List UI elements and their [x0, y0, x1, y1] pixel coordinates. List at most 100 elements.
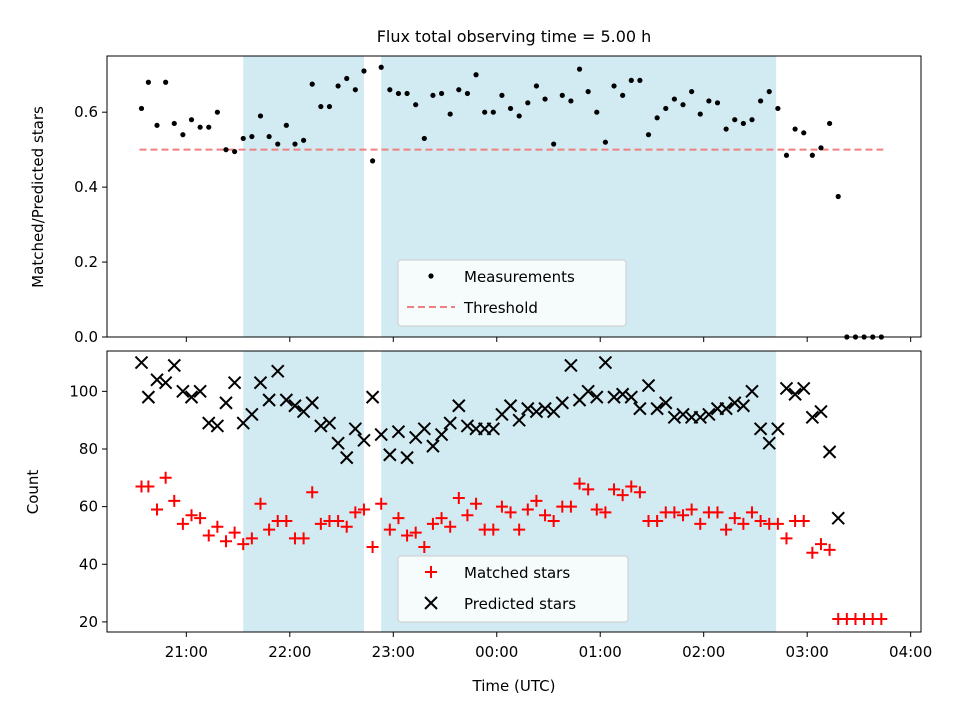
predicted-star-point	[650, 401, 664, 416]
measurement-point	[740, 120, 746, 127]
measurement-point	[594, 109, 600, 115]
matched-star-point	[754, 515, 767, 528]
matched-star-point	[383, 523, 396, 536]
measurement-point	[516, 113, 522, 119]
matched-star-point	[573, 477, 586, 490]
predicted-star-point	[512, 413, 526, 427]
measurement-point	[447, 111, 453, 117]
measurement-point	[232, 148, 238, 155]
matched-star-point	[357, 503, 370, 516]
predicted-star-point	[279, 393, 294, 407]
matched-star-point	[159, 471, 172, 484]
predicted-star-point	[134, 355, 149, 370]
measurement-point	[792, 126, 798, 132]
matched-star-point	[228, 526, 241, 539]
matched-star-point	[521, 503, 534, 516]
measurement-point	[671, 96, 677, 102]
bottom-legend-box	[397, 555, 629, 623]
measurement-point	[654, 115, 660, 121]
predicted-star-point	[253, 375, 268, 390]
bottom-legend: Matched stars Predicted stars	[397, 555, 629, 623]
measurement-point	[154, 122, 160, 128]
measurement-point	[206, 124, 212, 130]
matched-star-point	[487, 523, 500, 536]
matched-star-point	[219, 535, 232, 548]
measurement-point	[456, 87, 462, 93]
predicted-star-point	[676, 407, 690, 422]
predicted-star-point	[538, 401, 552, 416]
legend-predicted-label: Predicted stars	[464, 595, 576, 613]
measurement-point	[473, 72, 479, 78]
shaded-interval	[243, 56, 364, 337]
measurement-point	[732, 117, 738, 123]
matched-star-point	[685, 503, 698, 516]
matched-star-point	[306, 486, 319, 499]
matched-star-point	[314, 517, 327, 530]
matched-star-point	[547, 515, 560, 528]
predicted-star-point	[365, 390, 380, 404]
measurement-point	[188, 117, 195, 123]
measurement-point	[369, 158, 376, 164]
measurement-point	[826, 120, 833, 127]
y-tick-label: 0.4	[74, 178, 98, 196]
predicted-star-point	[271, 364, 285, 378]
predicted-star-point	[702, 407, 716, 422]
predicted-star-point	[150, 373, 164, 387]
matched-star-point	[599, 506, 612, 519]
measurement-point	[197, 124, 203, 130]
y-tick-label: 0.0	[74, 328, 98, 346]
matched-star-point	[366, 540, 379, 553]
measurement-point	[180, 132, 186, 138]
predicted-star-point	[607, 390, 621, 404]
matched-star-point	[616, 489, 629, 502]
predicted-star-point	[167, 358, 181, 373]
top-y-ticks: 0.0 0.2 0.4 0.6	[74, 103, 107, 346]
matched-star-point	[211, 520, 224, 533]
predicted-star-point	[400, 450, 414, 465]
matched-star-point	[771, 517, 784, 530]
measurement-point	[723, 126, 729, 132]
matched-star-point	[470, 497, 483, 510]
predicted-star-point	[340, 450, 354, 465]
predicted-star-point	[176, 384, 190, 399]
matched-star-point	[452, 491, 465, 504]
measurement-point	[163, 79, 169, 85]
matched-star-point	[418, 540, 431, 553]
matched-star-point	[711, 506, 724, 519]
x-tick-label: 01:00	[579, 643, 622, 661]
top-legend: Measurements Threshold	[397, 259, 627, 327]
predicted-star-point	[357, 433, 371, 448]
matched-star-point	[426, 517, 439, 530]
predicted-star-point	[719, 401, 733, 416]
predicted-star-point	[443, 416, 457, 430]
measurement-point	[257, 113, 264, 119]
measurement-point	[766, 88, 772, 95]
matched-star-point	[280, 515, 293, 528]
predicted-star-point	[486, 422, 501, 436]
matched-star-point	[392, 512, 405, 525]
matched-star-point	[590, 503, 603, 516]
predicted-star-point	[598, 355, 613, 370]
top-legend-box	[397, 259, 627, 327]
predicted-star-point	[693, 410, 707, 424]
measurement-point	[809, 152, 815, 158]
measurement-point	[404, 90, 410, 97]
predicted-star-point	[503, 399, 518, 413]
predicted-star-point	[624, 390, 638, 404]
measurement-point	[387, 87, 393, 93]
top-y-axis-label: Matched/Predicted stars	[29, 106, 47, 288]
predicted-star-point	[227, 375, 242, 390]
x-tick-label: 02:00	[682, 643, 725, 661]
measurement-point	[283, 122, 289, 128]
measurement-point	[507, 105, 514, 112]
matched-star-point	[297, 532, 310, 545]
predicted-star-point	[659, 396, 673, 410]
predicted-star-point	[314, 419, 328, 433]
predicted-star-point	[814, 404, 828, 419]
predicted-star-point	[667, 410, 682, 424]
predicted-star-point	[434, 427, 449, 442]
measurement-point	[326, 103, 333, 110]
predicted-star-point	[193, 384, 207, 399]
matched-star-point	[797, 515, 810, 528]
measurement-point	[645, 132, 652, 138]
